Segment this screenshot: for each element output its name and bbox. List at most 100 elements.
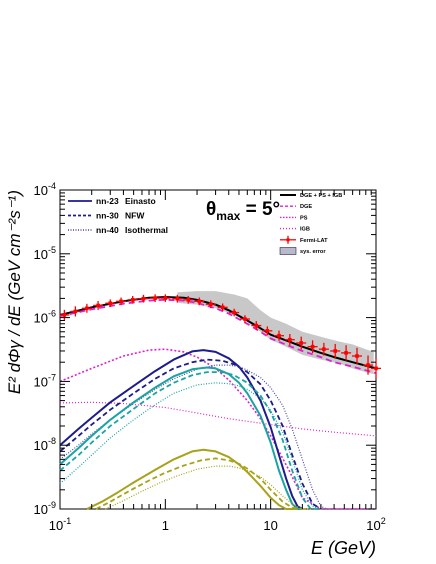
sys-error-band-layer [177, 291, 374, 375]
fermi-lat-marker [232, 310, 236, 315]
fermi-lat-point [307, 340, 318, 354]
legend-item-dge: DGE [280, 204, 312, 210]
legend-label-profile: Einasto [125, 196, 156, 206]
theta-max-annotation: θmax = 5° [206, 199, 280, 223]
fermi-lat-point [70, 306, 81, 317]
fermi-lat-point [127, 295, 138, 304]
plot-area-frame [59, 189, 377, 510]
fermi-lat-marker [141, 296, 146, 301]
fermi-lat-marker [108, 301, 113, 306]
legend-label: DGE [300, 204, 312, 210]
curve-nfw40 [59, 382, 322, 510]
fermi-lat-marker [186, 298, 191, 302]
fermi-lat-point [160, 294, 171, 302]
fermi-lat-marker [153, 296, 157, 300]
x-tick-label: 1 [162, 518, 169, 533]
legend-label: PS [300, 215, 308, 221]
legend-item-nn-40: nn-40 Isothermal [68, 225, 168, 235]
x-tick-label: 102 [366, 516, 385, 533]
fermi-lat-point [150, 294, 161, 302]
axis-ticks-layer [59, 189, 377, 510]
fermi-lat-marker [197, 299, 202, 304]
curve-iso23 [86, 448, 298, 510]
fermi-lat-point [341, 345, 352, 361]
y-axis-title: E² dΦγ / dE (GeV cm⁻²s⁻¹) [5, 190, 24, 394]
curve-ps [59, 348, 376, 510]
curve-ein30 [59, 358, 322, 510]
fermi-lat-points-layer [59, 294, 381, 378]
fermi-lat-marker [310, 344, 315, 349]
fermi-lat-point [229, 308, 240, 317]
fermi-lat-point [351, 347, 362, 365]
fermi-lat-marker [333, 349, 338, 353]
legend-label: sys. error [300, 249, 326, 255]
legend-item-sys-error: sys. error [279, 247, 326, 255]
fermi-lat-marker [374, 366, 378, 371]
legend-label-model: nn-30 [96, 211, 119, 221]
fermi-lat-marker [208, 302, 213, 307]
x-axis-title: E (GeV) [311, 538, 376, 558]
fermi-lat-marker [73, 309, 78, 314]
fermi-lat-marker [355, 354, 359, 358]
fermi-lat-point [138, 294, 149, 303]
legend-label: DGE + PS + IGB [300, 193, 342, 199]
x-tick-labels: 10-1 1 10 102 [49, 516, 386, 533]
legend-item-nn-30: nn-30 NFW [68, 211, 145, 221]
fermi-lat-marker [277, 333, 281, 338]
fermi-lat-point [330, 343, 341, 358]
y-tick-label: 10-6 [34, 309, 56, 326]
legend-label: IGB [300, 227, 310, 233]
fermi-lat-point [205, 300, 216, 309]
fermi-lat-point [116, 297, 127, 306]
curve-igb [59, 401, 377, 437]
series-layer [59, 296, 377, 510]
legend-label-model: nn-23 [96, 196, 119, 206]
fermi-lat-marker [96, 303, 100, 308]
y-tick-label: 10-5 [34, 245, 56, 262]
fermi-lat-point [274, 330, 285, 341]
legend-label-profile: NFW [125, 211, 145, 221]
legend-label-profile: Isothermal [125, 225, 168, 235]
legend-backgrounds: DGE + PS + IGB DGE PS IGB Fermi-LAT sys. erro… [279, 193, 342, 255]
fermi-lat-marker [265, 329, 270, 333]
fermi-lat-point [251, 321, 262, 331]
legend-item-ps: PS [280, 215, 308, 221]
legend-dm-profiles: nn-23 Einasto nn-30 NFW nn-40 Isothermal [68, 196, 168, 235]
legend-item-igb: IGB [280, 227, 310, 233]
fermi-lat-point [105, 299, 116, 308]
y-tick-label: 10-9 [34, 500, 56, 517]
sys-error-band [177, 291, 374, 375]
fermi-lat-marker [130, 298, 135, 302]
fermi-lat-point [194, 297, 205, 306]
curve-iso30 [95, 457, 307, 510]
legend-item-dge-ps-igb: DGE + PS + IGB [280, 193, 342, 199]
curve-ein40 [59, 364, 327, 510]
fermi-lat-marker [254, 323, 259, 328]
fermi-lat-point [172, 294, 183, 303]
fermi-lat-marker [163, 296, 168, 300]
fermi-lat-point [284, 333, 295, 346]
y-tick-label: 10-4 [34, 181, 56, 198]
fermi-lat-point [363, 355, 374, 375]
fermi-lat-marker [175, 296, 180, 301]
fermi-lat-point [93, 300, 104, 310]
curve-dge [59, 298, 377, 374]
fermi-lat-point [217, 303, 228, 312]
fermi-lat-marker [299, 341, 304, 345]
curve-nfw30 [59, 371, 318, 510]
fermi-lat-marker [85, 306, 89, 311]
legend-label-model: nn-40 [96, 225, 119, 235]
y-tick-label: 10-8 [34, 436, 56, 453]
curve-ein23 [59, 349, 303, 510]
x-tick-label: 10 [263, 518, 277, 533]
fermi-lat-point [59, 309, 70, 321]
legend-label: Fermi-LAT [300, 238, 328, 244]
fermi-lat-point [239, 315, 250, 323]
fermi-lat-marker [344, 351, 348, 355]
legend-item-fermi-lat: Fermi-LAT [280, 235, 328, 244]
fermi-lat-point [318, 342, 329, 356]
fermi-lat-marker [220, 305, 225, 310]
fermi-lat-marker [243, 317, 247, 321]
legend-swatch-marker [286, 238, 290, 242]
fermi-lat-marker [62, 313, 67, 317]
